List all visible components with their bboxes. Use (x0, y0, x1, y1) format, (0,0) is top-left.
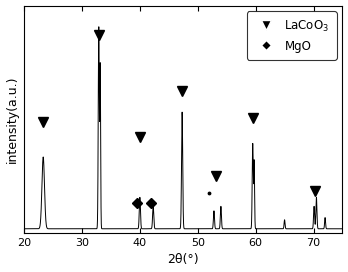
Y-axis label: intensity(a.u.): intensity(a.u.) (6, 76, 18, 163)
Legend: LaCoO$_3$, MgO: LaCoO$_3$, MgO (247, 11, 337, 60)
X-axis label: 2θ(°): 2θ(°) (167, 254, 199, 267)
